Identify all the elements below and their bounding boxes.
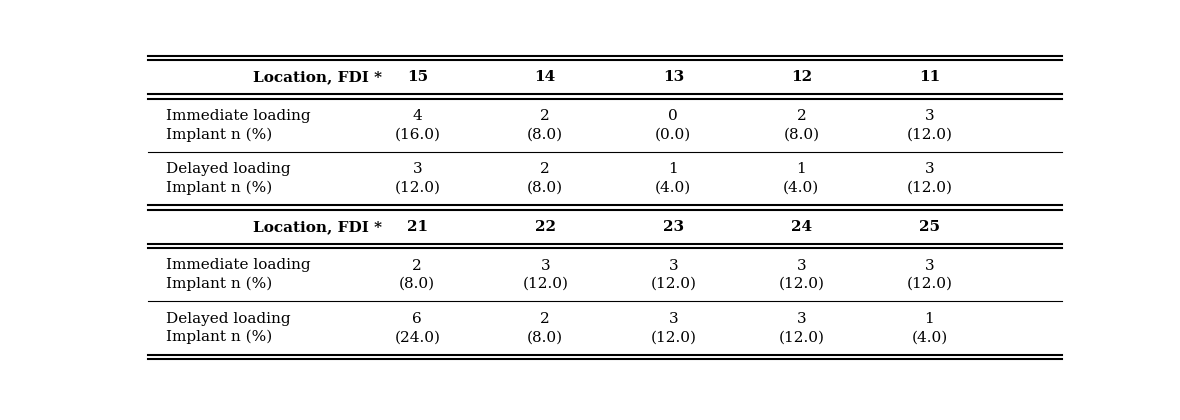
Text: Location, FDI *: Location, FDI * xyxy=(253,220,381,234)
Text: 3
(12.0): 3 (12.0) xyxy=(906,259,952,291)
Text: 14: 14 xyxy=(535,70,556,84)
Text: 0
(0.0): 0 (0.0) xyxy=(655,109,691,142)
Text: 2
(8.0): 2 (8.0) xyxy=(399,259,435,291)
Text: 25: 25 xyxy=(919,220,940,234)
Text: 1
(4.0): 1 (4.0) xyxy=(911,312,948,344)
Text: 3
(12.0): 3 (12.0) xyxy=(394,163,440,195)
Text: 22: 22 xyxy=(535,220,556,234)
Text: 6
(24.0): 6 (24.0) xyxy=(394,312,440,344)
Text: 3
(12.0): 3 (12.0) xyxy=(650,312,696,344)
Text: Immediate loading
Implant n (%): Immediate loading Implant n (%) xyxy=(165,258,310,291)
Text: 4
(16.0): 4 (16.0) xyxy=(394,109,440,142)
Text: 13: 13 xyxy=(663,70,684,84)
Text: 21: 21 xyxy=(407,220,428,234)
Text: 3
(12.0): 3 (12.0) xyxy=(779,312,825,344)
Text: 24: 24 xyxy=(791,220,812,234)
Text: 3
(12.0): 3 (12.0) xyxy=(779,259,825,291)
Text: Location, FDI *: Location, FDI * xyxy=(253,70,381,84)
Text: 3
(12.0): 3 (12.0) xyxy=(650,259,696,291)
Text: 3
(12.0): 3 (12.0) xyxy=(523,259,569,291)
Text: Delayed loading
Implant n (%): Delayed loading Implant n (%) xyxy=(165,312,290,344)
Text: 12: 12 xyxy=(791,70,812,84)
Text: 2
(8.0): 2 (8.0) xyxy=(527,109,563,142)
Text: 15: 15 xyxy=(407,70,428,84)
Text: 2
(8.0): 2 (8.0) xyxy=(784,109,819,142)
Text: 23: 23 xyxy=(663,220,684,234)
Text: 2
(8.0): 2 (8.0) xyxy=(527,163,563,195)
Text: 1
(4.0): 1 (4.0) xyxy=(655,163,691,195)
Text: 2
(8.0): 2 (8.0) xyxy=(527,312,563,344)
Text: 1
(4.0): 1 (4.0) xyxy=(784,163,819,195)
Text: 3
(12.0): 3 (12.0) xyxy=(906,163,952,195)
Text: 3
(12.0): 3 (12.0) xyxy=(906,109,952,142)
Text: Immediate loading
Implant n (%): Immediate loading Implant n (%) xyxy=(165,109,310,142)
Text: 11: 11 xyxy=(919,70,940,84)
Text: Delayed loading
Implant n (%): Delayed loading Implant n (%) xyxy=(165,162,290,195)
